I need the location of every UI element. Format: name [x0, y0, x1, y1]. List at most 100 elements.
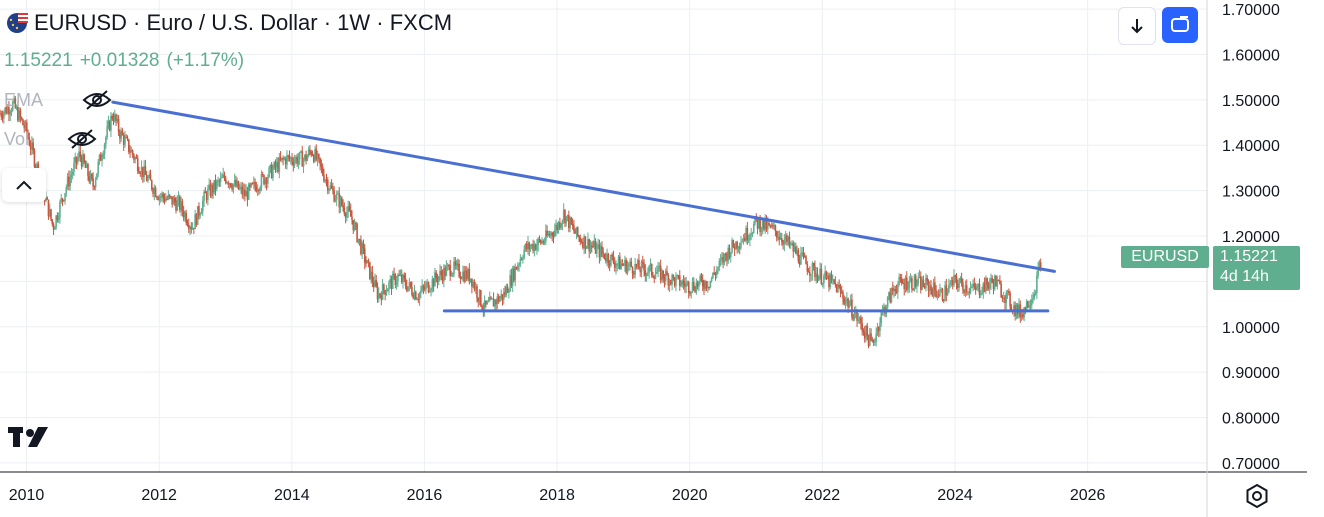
candle-body	[121, 130, 124, 136]
candle-body	[383, 284, 385, 291]
chart-settings-button[interactable]	[1244, 483, 1270, 514]
candle-body	[942, 299, 945, 301]
candle-body	[162, 193, 165, 198]
fullscreen-icon	[1171, 16, 1189, 32]
arrow-down-icon	[1131, 19, 1143, 34]
candle-body	[568, 214, 570, 229]
candle-body	[1025, 301, 1028, 310]
candle-body	[315, 149, 318, 160]
candle-body	[153, 188, 156, 194]
candle-body	[829, 274, 832, 288]
indicator-ema[interactable]: EMA	[4, 88, 113, 112]
candle-body	[302, 159, 305, 167]
candle-body	[606, 254, 608, 261]
candle-body	[295, 156, 297, 161]
candle-body	[208, 184, 210, 189]
candle-body	[264, 178, 267, 185]
candle-body	[916, 283, 918, 287]
candle-body	[298, 151, 301, 160]
candle-body	[1013, 305, 1015, 312]
indicator-vol[interactable]: Vol	[4, 127, 98, 151]
candle-body	[772, 224, 774, 227]
y-tick-label: 0.70000	[1222, 456, 1280, 473]
candle-body	[886, 297, 889, 308]
candle-body	[874, 341, 876, 343]
candle-body	[639, 269, 642, 273]
scroll-to-latest-button[interactable]	[1118, 7, 1156, 45]
candle-body	[379, 293, 381, 296]
candle-body	[846, 298, 848, 301]
candle-body	[546, 230, 548, 236]
candle-body	[278, 157, 281, 172]
candle-body	[715, 269, 718, 276]
candle-body	[926, 278, 928, 282]
candle-body	[85, 164, 88, 168]
candle-body	[485, 300, 487, 305]
candle-body	[116, 118, 119, 122]
candle-body	[157, 197, 159, 200]
collapse-legend-button[interactable]	[2, 168, 46, 202]
y-tick-label: 1.60000	[1222, 47, 1280, 64]
candle-body	[36, 163, 38, 168]
candle-body	[451, 273, 454, 276]
candle-body	[573, 225, 575, 231]
candle-body	[969, 287, 972, 293]
candle-body	[462, 271, 464, 279]
candle-body	[643, 263, 645, 271]
candle-body	[231, 187, 233, 190]
candle-body	[413, 291, 416, 299]
candle-body	[946, 292, 949, 296]
eye-off-icon[interactable]	[66, 127, 98, 151]
candle-body	[824, 271, 826, 277]
candle-body	[288, 155, 291, 159]
candle-body	[612, 256, 615, 263]
tradingview-logo[interactable]	[8, 424, 56, 455]
candle-body	[514, 266, 517, 281]
candle-body	[701, 279, 704, 287]
candle-body	[793, 246, 796, 252]
candle-body	[476, 286, 478, 298]
candle-body	[895, 291, 898, 293]
candle-body	[445, 266, 448, 276]
candle-body	[487, 301, 490, 303]
candle-body	[541, 240, 543, 244]
candle-body	[31, 142, 33, 150]
candle-body	[898, 277, 900, 285]
candle-body	[423, 287, 426, 290]
candle-body	[920, 276, 922, 290]
candle-body	[477, 297, 480, 302]
candle-body	[703, 286, 705, 290]
candle-body	[381, 284, 384, 300]
candle-body	[883, 306, 885, 310]
symbol-title[interactable]: EURUSD · Euro / U.S. Dollar · 1W · FXCM	[34, 10, 453, 35]
candle-body	[820, 268, 823, 284]
candle-body	[219, 177, 222, 182]
candle-body	[778, 237, 781, 240]
eye-off-icon[interactable]	[81, 88, 113, 112]
candle-body	[941, 289, 944, 300]
candle-body	[106, 126, 108, 138]
candle-body	[111, 116, 114, 119]
candle-body	[890, 288, 893, 303]
candle-body	[246, 191, 249, 200]
candle-body	[592, 246, 594, 248]
candle-body	[812, 263, 815, 267]
candle-body	[744, 237, 746, 241]
candle-body	[283, 158, 286, 160]
candle-body	[694, 289, 696, 293]
x-tick-label: 2020	[672, 487, 708, 504]
candle-body	[27, 132, 29, 138]
candle-body	[956, 283, 959, 288]
candle-body	[369, 262, 371, 279]
candle-body	[936, 295, 939, 297]
x-tick-label: 2016	[407, 487, 443, 504]
candle-body	[727, 247, 730, 261]
candle-body	[976, 285, 978, 290]
candle-body	[779, 238, 782, 240]
fullscreen-button[interactable]	[1162, 7, 1198, 43]
candle-body	[33, 150, 36, 167]
candle-body	[658, 265, 661, 267]
candle-body	[1000, 283, 1002, 298]
candle-body	[500, 294, 503, 298]
